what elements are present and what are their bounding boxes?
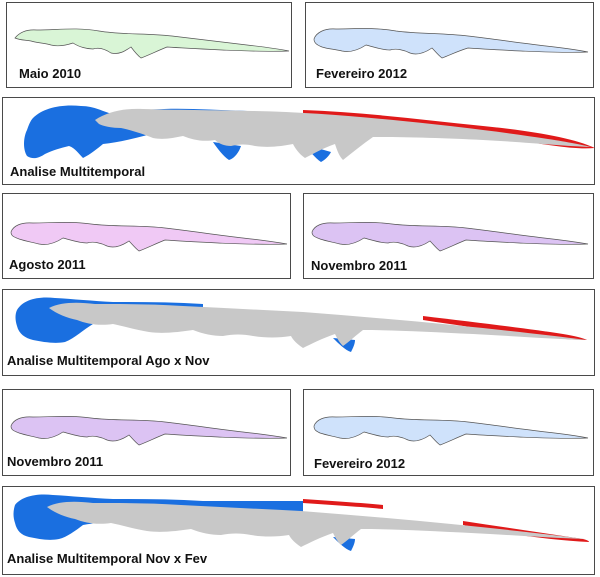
map-fevereiro-2012 — [313, 28, 589, 59]
map-novembro-2011 — [10, 416, 288, 446]
map-agosto-2011 — [10, 222, 288, 252]
map-analise-nov-fev — [13, 494, 589, 551]
panel-label: Maio 2010 — [19, 66, 82, 81]
panel-label: Agosto 2011 — [9, 257, 86, 272]
gray-overlap-area — [95, 108, 591, 160]
map-fevereiro-2012 — [313, 416, 589, 446]
panel-fevereiro-2012-bottom: Fevereiro 2012 — [303, 389, 594, 476]
panel-analise-ago-nov: Analise Multitemporal Ago x Nov — [2, 289, 595, 376]
panel-label: Fevereiro 2012 — [316, 66, 408, 81]
panel-fevereiro-2012-top: Fevereiro 2012 — [305, 2, 594, 88]
map-maio-2010 — [14, 28, 290, 59]
panel-novembro-2011-top: Novembro 2011 — [303, 193, 594, 279]
lake-shape — [313, 416, 589, 446]
panel-maio-2010: Maio 2010 — [6, 2, 292, 88]
map-analise-multitemporal — [24, 105, 595, 162]
panel-analise-multitemporal: Analise Multitemporal — [2, 97, 595, 185]
lake-shape — [10, 416, 288, 446]
panel-label: Novembro 2011 — [7, 454, 104, 469]
gray-overlap-area — [49, 302, 587, 348]
panel-label: Fevereiro 2012 — [314, 456, 406, 471]
panel-label: Analise Multitemporal — [10, 164, 146, 179]
panel-label: Analise Multitemporal Nov x Fev — [7, 551, 208, 566]
panel-analise-nov-fev: Analise Multitemporal Nov x Fev — [2, 486, 595, 575]
panel-novembro-2011-bottom: Novembro 2011 — [2, 389, 291, 476]
map-novembro-2011 — [311, 222, 589, 252]
lake-shape — [14, 28, 290, 59]
panel-label: Analise Multitemporal Ago x Nov — [7, 353, 210, 368]
red-change-area — [423, 316, 587, 340]
lake-shape — [311, 222, 589, 252]
lake-shape — [313, 28, 589, 59]
panel-agosto-2011: Agosto 2011 — [2, 193, 291, 279]
gray-overlap-area — [47, 501, 585, 547]
lake-shape — [10, 222, 288, 252]
map-analise-ago-nov — [15, 297, 587, 352]
panel-label: Novembro 2011 — [311, 258, 408, 273]
